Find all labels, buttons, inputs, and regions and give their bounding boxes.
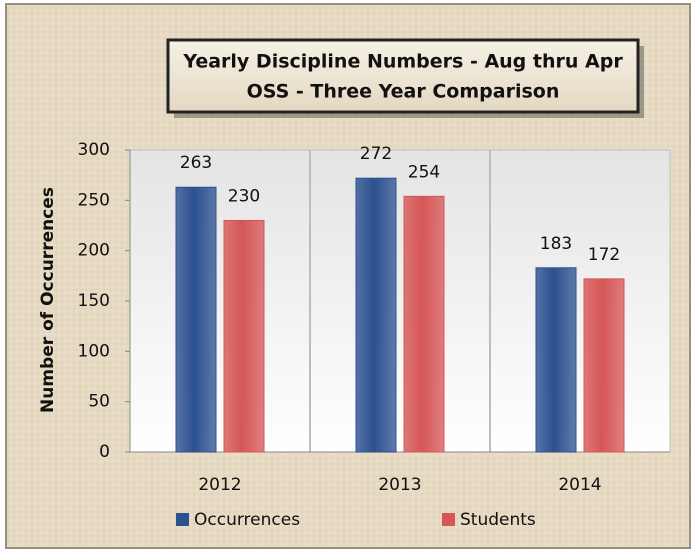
bar bbox=[223, 219, 265, 453]
legend-swatch bbox=[442, 513, 455, 526]
y-tick-label: 150 bbox=[78, 291, 110, 311]
bar bbox=[583, 278, 625, 453]
y-tick-label: 0 bbox=[99, 442, 110, 462]
bar bbox=[355, 177, 397, 453]
legend-swatch bbox=[176, 513, 189, 526]
data-label: 230 bbox=[228, 186, 260, 206]
chart-title: Yearly Discipline Numbers - Aug thru Apr bbox=[182, 51, 623, 73]
legend-label: Students bbox=[460, 510, 536, 530]
bar bbox=[175, 186, 217, 453]
y-axis-label: Number of Occurrences bbox=[38, 187, 58, 413]
x-tick-label: 2012 bbox=[198, 475, 241, 495]
data-label: 263 bbox=[180, 153, 212, 173]
title-box bbox=[166, 38, 640, 114]
data-label: 172 bbox=[588, 245, 620, 265]
bar bbox=[403, 195, 445, 453]
y-tick-label: 200 bbox=[78, 241, 110, 261]
data-label: 254 bbox=[408, 162, 440, 182]
x-tick-label: 2013 bbox=[378, 475, 421, 495]
plot-area bbox=[129, 149, 671, 453]
y-tick-label: 100 bbox=[78, 341, 110, 361]
y-tick-label: 250 bbox=[78, 190, 110, 210]
bar bbox=[535, 267, 577, 453]
y-tick-label: 300 bbox=[78, 140, 110, 160]
y-tick-label: 50 bbox=[88, 392, 110, 412]
x-tick-label: 2014 bbox=[558, 475, 601, 495]
data-label: 272 bbox=[360, 144, 392, 164]
chart-subtitle: OSS - Three Year Comparison bbox=[247, 81, 560, 103]
data-label: 183 bbox=[540, 234, 572, 254]
legend-label: Occurrences bbox=[194, 510, 300, 530]
